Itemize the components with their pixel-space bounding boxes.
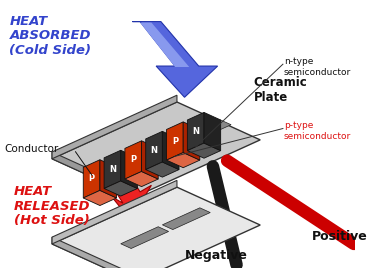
Text: N: N	[150, 146, 158, 155]
Polygon shape	[104, 181, 137, 196]
Polygon shape	[125, 172, 158, 187]
Polygon shape	[166, 122, 183, 160]
Polygon shape	[52, 152, 135, 197]
Polygon shape	[100, 158, 148, 180]
Text: Conductor: Conductor	[5, 144, 59, 154]
Text: N: N	[109, 165, 116, 174]
Polygon shape	[102, 161, 152, 220]
Polygon shape	[52, 95, 177, 159]
Text: p-type
semiconductor: p-type semiconductor	[284, 121, 351, 141]
Text: Positive: Positive	[312, 230, 368, 243]
Text: P: P	[172, 136, 178, 145]
Polygon shape	[83, 160, 100, 198]
Polygon shape	[183, 120, 231, 142]
Polygon shape	[140, 23, 189, 67]
Polygon shape	[146, 131, 162, 170]
Polygon shape	[100, 160, 117, 198]
Polygon shape	[83, 190, 117, 205]
Text: Negative: Negative	[184, 249, 248, 262]
Polygon shape	[104, 150, 121, 188]
Polygon shape	[132, 21, 218, 97]
Text: P: P	[88, 174, 94, 183]
Text: n-type
semiconductor: n-type semiconductor	[284, 57, 351, 77]
Polygon shape	[183, 122, 200, 160]
Text: N: N	[192, 127, 199, 136]
Polygon shape	[188, 112, 204, 151]
Text: P: P	[130, 155, 136, 164]
Polygon shape	[52, 102, 260, 197]
Polygon shape	[52, 237, 135, 275]
Polygon shape	[146, 162, 179, 177]
Polygon shape	[121, 227, 169, 249]
Polygon shape	[162, 208, 210, 230]
Polygon shape	[141, 141, 158, 179]
Polygon shape	[125, 141, 141, 179]
Text: HEAT
ABSORBED
(Cold Side): HEAT ABSORBED (Cold Side)	[9, 15, 92, 57]
Polygon shape	[52, 187, 260, 275]
Text: HEAT
RELEASED
(Hot Side): HEAT RELEASED (Hot Side)	[14, 185, 91, 227]
Polygon shape	[162, 131, 179, 170]
Polygon shape	[204, 112, 220, 151]
Text: Ceramic
Plate: Ceramic Plate	[254, 76, 308, 103]
Polygon shape	[141, 139, 189, 161]
Polygon shape	[121, 150, 137, 188]
Polygon shape	[188, 143, 220, 158]
Polygon shape	[166, 153, 200, 168]
Polygon shape	[52, 180, 177, 244]
